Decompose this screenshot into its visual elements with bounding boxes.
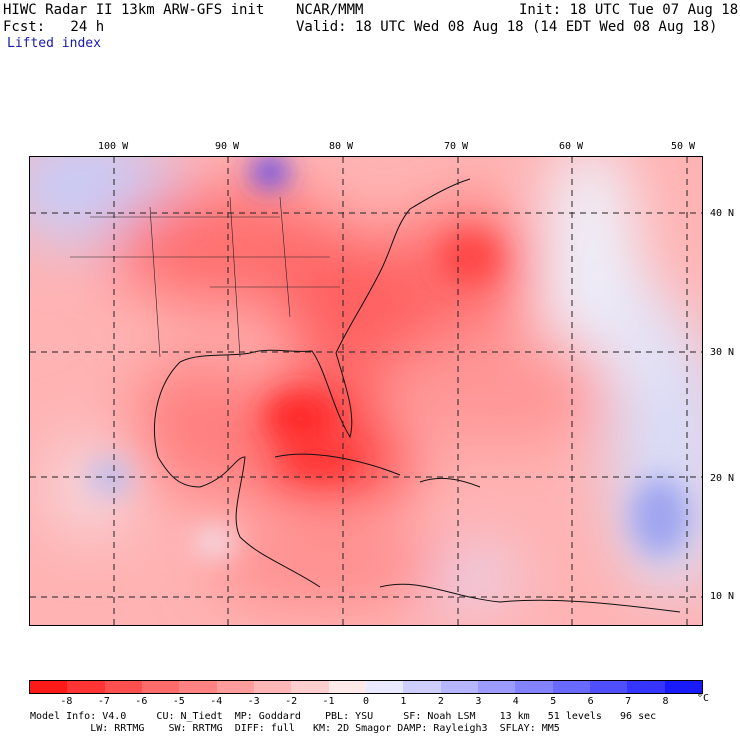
field-name: Lifted index — [7, 36, 101, 51]
coastline-south-america — [379, 583, 681, 613]
colorbar-tick-label: 1 — [400, 696, 407, 707]
colorbar-tick-label: -1 — [322, 696, 335, 707]
model-info-line2: LW: RRTMG SW: RRTMG DIFF: full KM: 2D Sm… — [30, 723, 560, 734]
colorbar-segment — [328, 681, 366, 693]
colorbar-segment — [291, 681, 329, 693]
colorbar-segment — [552, 681, 590, 693]
lifted-index-map — [29, 156, 703, 626]
map-svg — [30, 157, 702, 625]
valid-time: Valid: 18 UTC Wed 08 Aug 18 (14 EDT Wed … — [296, 19, 718, 35]
colorbar-tick-label: 3 — [475, 696, 482, 707]
colorbar-segment — [104, 681, 142, 693]
org-label: NCAR/MMM — [296, 2, 364, 18]
coastline — [179, 178, 471, 439]
colorbar-tick-label: -3 — [247, 696, 260, 707]
init-time: Init: 18 UTC Tue 07 Aug 18 — [519, 2, 739, 18]
lat-label-20n: 20 N — [710, 473, 735, 484]
colorbar-segment — [515, 681, 553, 693]
colorbar-segment — [179, 681, 217, 693]
lon-label-90w: 90 W — [215, 141, 240, 152]
colorbar-segment — [30, 681, 68, 693]
colorbar-tick-label: 7 — [625, 696, 632, 707]
colorbar-tick-label: 6 — [587, 696, 594, 707]
colorbar-segment — [664, 681, 702, 693]
model-title: HIWC Radar II 13km ARW-GFS init — [3, 2, 265, 18]
colorbar-segment — [589, 681, 628, 693]
colorbar-segment — [477, 681, 516, 693]
colorbar-tick-label: 2 — [437, 696, 444, 707]
colorbar-segment — [627, 681, 665, 693]
colorbar-tick-label: -6 — [135, 696, 148, 707]
coastline-mexico — [153, 361, 321, 588]
colorbar-tick-label: -2 — [285, 696, 298, 707]
lat-label-40n: 40 N — [710, 208, 735, 219]
state-borders — [70, 196, 340, 358]
lon-label-100w: 100 W — [98, 141, 129, 152]
latlon-grid — [30, 157, 702, 625]
colorbar-tick-label: -4 — [210, 696, 223, 707]
colorbar-tick-label: 0 — [362, 696, 370, 707]
colorbar-tick-label: -5 — [172, 696, 185, 707]
lon-label-60w: 60 W — [559, 141, 584, 152]
coastline-hispaniola — [419, 477, 481, 488]
colorbar-tick-label: 4 — [512, 696, 519, 707]
lon-label-50w: 50 W — [671, 141, 696, 152]
colorbar-segment — [141, 681, 180, 693]
colorbar-unit: °C — [697, 693, 710, 704]
coastline-cuba — [274, 453, 401, 476]
colorbar-segment — [365, 681, 404, 693]
colorbar — [29, 680, 703, 694]
lon-label-70w: 70 W — [444, 141, 469, 152]
colorbar-tick-label: -8 — [60, 696, 73, 707]
colorbar-segment — [440, 681, 478, 693]
colorbar-segment — [216, 681, 254, 693]
colorbar-segment — [403, 681, 441, 693]
forecast-hour: Fcst: 24 h — [3, 19, 105, 35]
li-field-detail — [90, 158, 690, 557]
colorbar-segment — [253, 681, 292, 693]
lon-label-80w: 80 W — [329, 141, 354, 152]
lat-label-10n: 10 N — [710, 591, 735, 602]
colorbar-segment — [67, 681, 105, 693]
colorbar-tick-label: 5 — [550, 696, 557, 707]
lat-label-30n: 30 N — [710, 347, 735, 358]
colorbar-tick-label: -7 — [97, 696, 110, 707]
model-info-line1: Model Info: V4.0 CU: N_Tiedt MP: Goddard… — [30, 711, 657, 722]
colorbar-tick-label: 8 — [662, 696, 669, 707]
